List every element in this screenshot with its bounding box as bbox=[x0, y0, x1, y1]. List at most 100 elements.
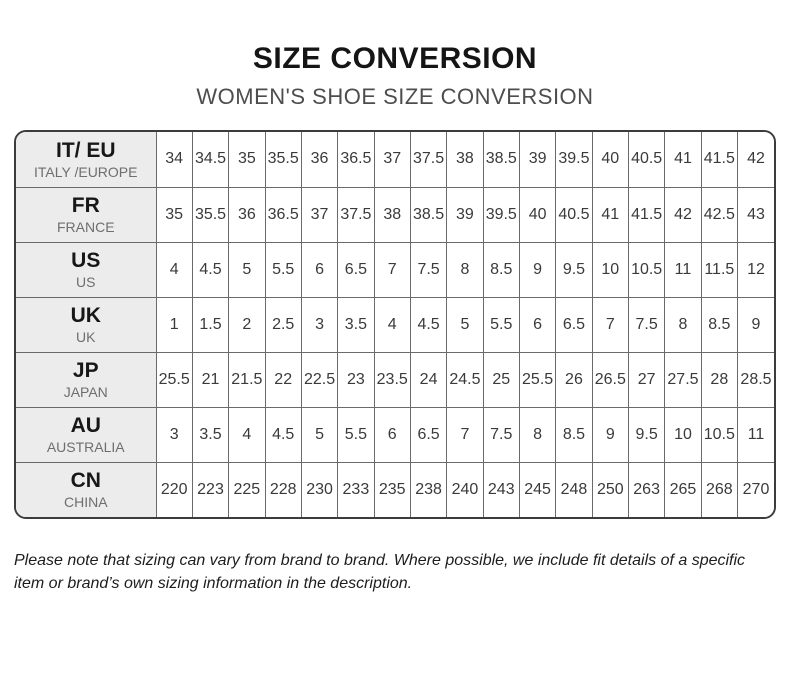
region-code-label: US bbox=[71, 248, 101, 272]
size-value-cell: 3.5 bbox=[337, 296, 375, 353]
size-conversion-table: IT/ EU ITALY /EUROPE 34 34.5 35 35.5 36 36.5 37 3… bbox=[16, 132, 774, 518]
size-value-cell: 7 bbox=[373, 241, 411, 298]
region-code-label: FR bbox=[71, 193, 100, 217]
size-value-cell: 3.5 bbox=[191, 406, 230, 463]
size-value-cell: 233 bbox=[337, 461, 375, 518]
size-value-cell: 263 bbox=[627, 461, 666, 518]
size-value-cell: 42 bbox=[664, 186, 702, 243]
sizing-disclaimer: Please note that sizing can vary from br… bbox=[14, 552, 746, 593]
size-value-cell: 35.5 bbox=[191, 186, 230, 243]
size-value-cell: 238 bbox=[409, 461, 448, 518]
size-value-cell: 34.5 bbox=[191, 132, 230, 188]
row-header-cell: US US bbox=[16, 241, 157, 298]
size-value-cell: 22 bbox=[264, 351, 302, 408]
row-header-cell: AU AUSTRALIA bbox=[16, 406, 157, 463]
table-row: AU AUSTRALIA 3 3.5 4 4.5 5 5.5 6 6.5 7 7.5 8 8.5 9 9.5 1… bbox=[16, 406, 774, 463]
size-value-cell: 38 bbox=[373, 186, 411, 243]
size-value-cell: 38.5 bbox=[482, 132, 520, 188]
table-row: UK UK 1 1.5 2 2.5 3 3.5 4 4.5 5 5.5 6 6.5 7 7.5 8 8.5 9 bbox=[16, 296, 774, 353]
size-table-body: IT/ EU ITALY /EUROPE 34 34.5 35 35.5 36 36.5 37 3… bbox=[16, 132, 774, 518]
size-value-cell: 43 bbox=[737, 186, 774, 243]
size-value-cell: 42 bbox=[737, 132, 774, 188]
region-name-label: FRANCE bbox=[56, 219, 115, 236]
size-value-cell: 5 bbox=[228, 241, 266, 298]
size-value-cell: 40.5 bbox=[555, 186, 593, 243]
region-code-label: CN bbox=[70, 469, 101, 493]
size-value-cell: 23.5 bbox=[373, 351, 411, 408]
size-value-cell: 35 bbox=[228, 132, 266, 188]
size-value-cell: 7 bbox=[591, 296, 629, 353]
size-value-cell: 9.5 bbox=[555, 241, 593, 298]
size-value-cell: 10.5 bbox=[700, 406, 739, 463]
size-value-cell: 10.5 bbox=[627, 241, 666, 298]
size-value-cell: 270 bbox=[737, 461, 774, 518]
size-value-cell: 11 bbox=[737, 406, 774, 463]
size-value-cell: 2 bbox=[228, 296, 266, 353]
size-value-cell: 21 bbox=[191, 351, 230, 408]
size-value-cell: 37 bbox=[373, 132, 411, 188]
region-code-label: UK bbox=[70, 303, 101, 327]
size-value-cell: 7.5 bbox=[627, 296, 666, 353]
size-value-cell: 41 bbox=[664, 132, 702, 188]
table-row: JP JAPAN 25.5 21 21.5 22 22.5 23 23.5 24 24.5 25 25.… bbox=[16, 351, 774, 408]
size-value-cell: 5.5 bbox=[337, 406, 375, 463]
region-name-label: AUSTRALIA bbox=[46, 439, 125, 456]
size-value-cell: 10 bbox=[664, 406, 702, 463]
size-value-cell: 6.5 bbox=[337, 241, 375, 298]
page-title: SIZE CONVERSION bbox=[252, 42, 538, 75]
table-row: FR FRANCE 35 35.5 36 36.5 37 37.5 38 38.5 39 39.5 40… bbox=[16, 186, 774, 243]
size-conversion-page: SIZE CONVERSION WOMEN'S SHOE SIZE CONVER… bbox=[0, 42, 790, 673]
size-value-cell: 268 bbox=[700, 461, 739, 518]
size-value-cell: 28.5 bbox=[737, 351, 774, 408]
size-value-cell: 37.5 bbox=[409, 132, 448, 188]
size-value-cell: 38 bbox=[446, 132, 484, 188]
size-value-cell: 9 bbox=[518, 241, 557, 298]
region-code-label: AU bbox=[70, 413, 101, 437]
region-name-label: UK bbox=[76, 329, 96, 346]
size-value-cell: 235 bbox=[373, 461, 411, 518]
row-header-cell: UK UK bbox=[16, 296, 157, 353]
region-name-label: US bbox=[76, 274, 96, 291]
size-value-cell: 225 bbox=[228, 461, 266, 518]
table-row: CN CHINA 220 223 225 228 230 233 235 238 240 243 245… bbox=[16, 461, 774, 518]
size-value-cell: 6.5 bbox=[409, 406, 448, 463]
size-value-cell: 38.5 bbox=[409, 186, 448, 243]
size-value-cell: 7.5 bbox=[482, 406, 520, 463]
size-value-cell: 25 bbox=[482, 351, 520, 408]
size-value-cell: 3 bbox=[300, 296, 339, 353]
size-value-cell: 6 bbox=[518, 296, 557, 353]
size-value-cell: 248 bbox=[555, 461, 593, 518]
size-value-cell: 245 bbox=[518, 461, 557, 518]
size-value-cell: 5 bbox=[446, 296, 484, 353]
size-value-cell: 42.5 bbox=[700, 186, 739, 243]
size-value-cell: 4.5 bbox=[264, 406, 302, 463]
size-value-cell: 223 bbox=[191, 461, 230, 518]
size-value-cell: 24.5 bbox=[446, 351, 484, 408]
size-value-cell: 36.5 bbox=[264, 186, 302, 243]
size-value-cell: 230 bbox=[300, 461, 339, 518]
size-value-cell: 25.5 bbox=[518, 351, 557, 408]
size-value-cell: 8 bbox=[664, 296, 702, 353]
size-value-cell: 3 bbox=[155, 406, 193, 463]
size-value-cell: 27 bbox=[627, 351, 666, 408]
size-value-cell: 22.5 bbox=[300, 351, 339, 408]
size-value-cell: 1.5 bbox=[191, 296, 230, 353]
size-value-cell: 4 bbox=[373, 296, 411, 353]
page-subtitle: WOMEN'S SHOE SIZE CONVERSION bbox=[196, 84, 594, 109]
size-value-cell: 25.5 bbox=[155, 351, 193, 408]
size-value-cell: 9 bbox=[591, 406, 629, 463]
size-value-cell: 11.5 bbox=[700, 241, 739, 298]
size-value-cell: 11 bbox=[664, 241, 702, 298]
size-value-cell: 6.5 bbox=[555, 296, 593, 353]
size-value-cell: 243 bbox=[482, 461, 520, 518]
size-value-cell: 41 bbox=[591, 186, 629, 243]
size-value-cell: 5 bbox=[300, 406, 339, 463]
row-header-cell: CN CHINA bbox=[16, 461, 157, 518]
size-value-cell: 36 bbox=[300, 132, 339, 188]
size-value-cell: 41.5 bbox=[700, 132, 739, 188]
size-value-cell: 37.5 bbox=[337, 186, 375, 243]
size-value-cell: 6 bbox=[373, 406, 411, 463]
size-value-cell: 220 bbox=[155, 461, 193, 518]
size-value-cell: 34 bbox=[155, 132, 193, 188]
size-value-cell: 35.5 bbox=[264, 132, 302, 188]
